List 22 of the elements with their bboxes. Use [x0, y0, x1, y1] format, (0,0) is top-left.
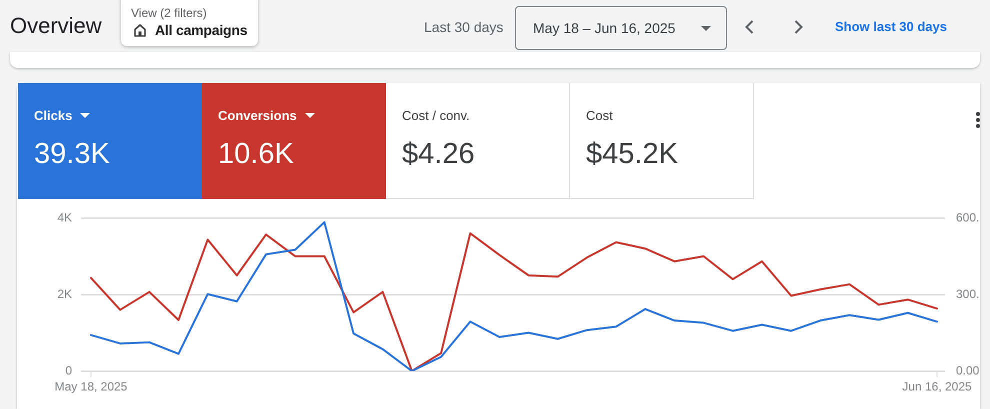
text: Last 30 days — [424, 19, 504, 35]
text: Clicks — [34, 108, 72, 123]
text: Cost — [586, 108, 613, 123]
y-tick-label: 2K — [57, 286, 72, 301]
date-range-field: May 18 – Jun 16, 2025 — [515, 6, 727, 50]
text: 10.6K — [218, 138, 294, 171]
text: Show last 30 days — [835, 19, 947, 34]
y2-tick-label: 600. — [956, 210, 980, 224]
y2-tick-label: 300. — [956, 286, 980, 301]
y2-tick-label: 0.00 — [956, 363, 980, 378]
y-tick-label: 4K — [57, 210, 72, 224]
text: 39.3K — [34, 138, 110, 171]
text: View (2 filters) — [131, 6, 207, 20]
text: All campaigns — [155, 22, 248, 38]
x-tick-label: May 18, 2025 — [54, 380, 128, 394]
text: Cost / conv. — [402, 108, 470, 123]
text: $45.2K — [586, 138, 678, 171]
text: Conversions — [218, 108, 297, 123]
text: $4.26 — [402, 138, 475, 171]
chart-title: Overview — [10, 13, 102, 39]
y-tick-label: 0 — [65, 363, 72, 378]
x-tick-label: Jun 16, 2025 — [902, 380, 972, 394]
